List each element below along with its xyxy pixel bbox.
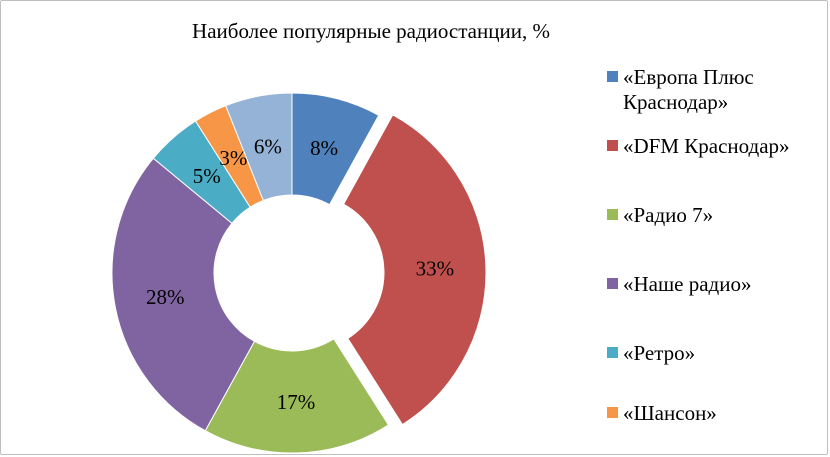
legend-swatch xyxy=(607,347,618,358)
legend-label: «Европа Плюс Краснодар» xyxy=(623,65,754,114)
slice-data-label: 3% xyxy=(219,146,247,170)
legend-swatch xyxy=(607,278,618,289)
donut-slice xyxy=(342,114,487,426)
legend-label: «Наше радио» xyxy=(623,272,752,296)
donut-slice xyxy=(225,92,293,202)
legend-label: «Радио 7» xyxy=(623,203,714,227)
donut-slice xyxy=(291,92,380,206)
legend-label: «Ретро» xyxy=(623,341,696,365)
donut-slice xyxy=(204,338,390,454)
slice-data-label: 33% xyxy=(416,257,455,281)
legend-swatch xyxy=(607,71,618,82)
legend-swatch xyxy=(607,407,618,418)
chart-title: Наиболее популярные радиостанции, % xyxy=(192,19,550,43)
donut-slice xyxy=(111,157,256,432)
slice-data-label: 5% xyxy=(193,164,221,188)
slice-data-label: 28% xyxy=(146,285,185,309)
legend-label: «DFM Краснодар» xyxy=(623,134,790,158)
legend-swatch xyxy=(607,209,618,220)
legend-swatch xyxy=(607,140,618,151)
slice-data-label: 8% xyxy=(310,136,338,160)
slice-data-label: 17% xyxy=(277,390,316,414)
legend-label: «Шансон» xyxy=(623,401,717,425)
slice-data-label: 6% xyxy=(254,134,282,158)
